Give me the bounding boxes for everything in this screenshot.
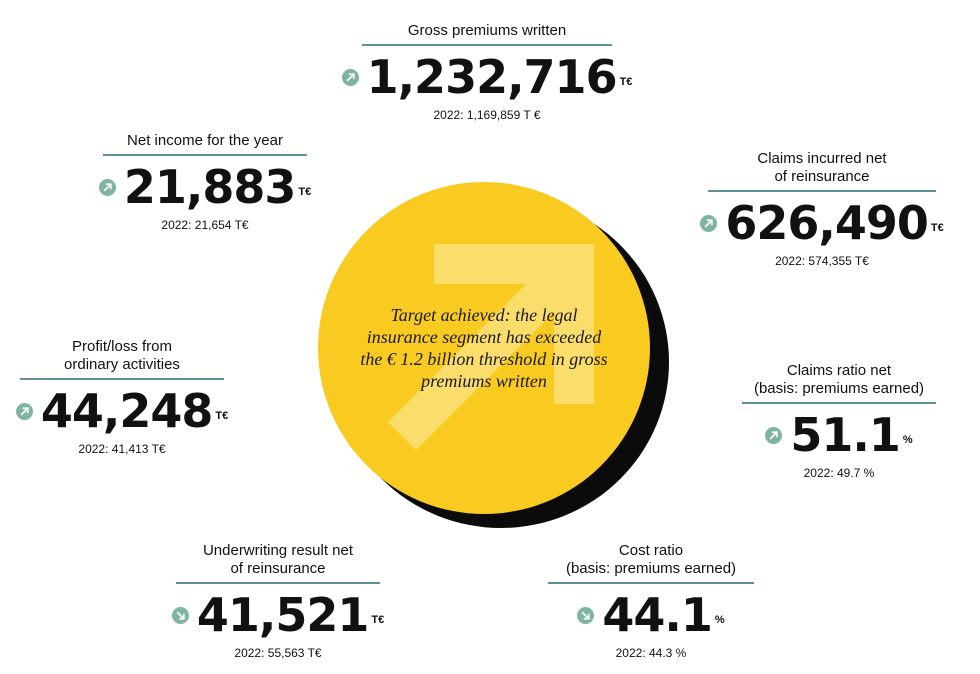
kpi-label: Claims incurred net of reinsurance [708,150,936,192]
kpi-unit: T€ [298,186,312,198]
kpi-prev-year: 2022: 41,413 T€ [78,442,166,456]
kpi-gross-premiums: Gross premiums written 1,232,716 T€ 2022… [341,22,632,122]
kpi-prev-year: 2022: 49.7 % [803,466,875,480]
kpi-value: 44,248 [40,384,214,438]
kpi-prev-year: 2022: 21,654 T€ [161,218,249,232]
trend-up-icon [98,178,116,196]
kpi-label: Net income for the year [103,132,307,156]
kpi-value: 44.1 [602,588,712,642]
kpi-value: 1,232,716 [366,50,618,104]
kpi-unit: T€ [215,410,229,422]
kpi-value: 626,490 [725,196,929,250]
kpi-value: 41,521 [196,588,370,642]
kpi-unit: T€ [371,614,385,626]
kpi-prev-year: 2022: 574,355 T€ [775,254,869,268]
kpi-unit: T€ [930,222,944,234]
kpi-claims-incurred: Claims incurred net of reinsurance 626,4… [700,150,944,268]
kpi-unit: % [714,614,725,626]
trend-down-icon [171,606,189,624]
kpi-label: Cost ratio (basis: premiums earned) [548,542,754,584]
trend-up-icon [15,402,33,420]
up-right-arrow-icon [388,244,594,450]
kpi-unit: % [902,434,913,446]
kpi-label: Claims ratio net (basis: premiums earned… [742,362,936,404]
kpi-net-income: Net income for the year 21,883 T€ 2022: … [98,132,311,232]
kpi-cost-ratio: Cost ratio (basis: premiums earned) 44.1… [548,542,754,660]
kpi-prev-year: 2022: 55,563 T€ [234,646,322,660]
trend-up-icon [341,68,359,86]
trend-down-icon [577,606,595,624]
kpi-value: 51.1 [790,408,900,462]
kpi-label: Profit/loss from ordinary activities [20,338,224,380]
kpi-underwriting-result: Underwriting result net of reinsurance 4… [171,542,384,660]
trend-up-icon [765,426,783,444]
kpi-prev-year: 2022: 44.3 % [615,646,687,660]
trend-up-icon [700,214,718,232]
kpi-unit: T€ [619,76,633,88]
kpi-profit-loss: Profit/loss from ordinary activities 44,… [15,338,228,456]
center-statement: Target achieved: the legal insurance seg… [360,305,608,391]
kpi-claims-ratio: Claims ratio net (basis: premiums earned… [742,362,936,480]
kpi-label: Underwriting result net of reinsurance [176,542,380,584]
kpi-label: Gross premiums written [362,22,612,46]
kpi-prev-year: 2022: 1,169,859 T € [433,108,541,122]
kpi-value: 21,883 [123,160,297,214]
target-circle: Target achieved: the legal insurance seg… [318,182,650,514]
